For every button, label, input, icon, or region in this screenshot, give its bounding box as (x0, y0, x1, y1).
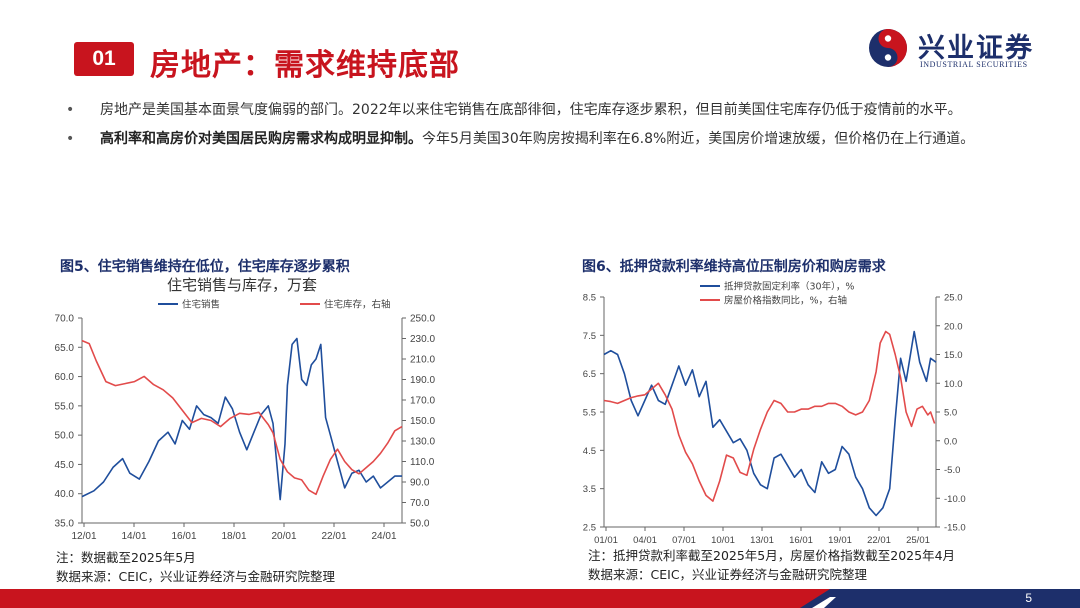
chart1-left-tick-label: 60.0 (55, 372, 75, 383)
chart2-x-tick-label: 07/01 (672, 535, 696, 546)
section-number-badge: 01 (74, 42, 134, 76)
chart2-right-tick-label: 20.0 (944, 321, 963, 332)
chart1-right-tick-label: 210.0 (410, 355, 435, 366)
chart1-x-tick-label: 22/01 (321, 531, 346, 542)
figure-6-note: 注：抵押贷款利率截至2025年5月，房屋价格指数截至2025年4月 数据来源：C… (588, 546, 955, 584)
chart1-right-tick-label: 250.0 (410, 314, 435, 325)
chart2-x-tick-label: 10/01 (711, 535, 735, 546)
chart1-right-tick-label: 50.0 (410, 519, 430, 530)
page-title: 房地产：需求维持底部 (150, 48, 460, 83)
bullet-text: 房地产是美国基本面景气度偏弱的部门。2022年以来住宅销售在底部徘徊，住宅库存逐… (100, 102, 962, 118)
chart1-left-tick-label: 40.0 (55, 489, 75, 500)
chart2-right-tick-label: -10.0 (944, 494, 966, 505)
bullet-text: 今年5月美国30年购房按揭利率在6.8%附近，美国房价增速放缓，但价格仍在上行通… (422, 131, 975, 147)
chart2-x-tick-label: 19/01 (828, 535, 852, 546)
chart2-right-tick-label: 15.0 (944, 350, 963, 361)
brand-logo-text: 兴业证券 (918, 33, 1034, 64)
brand-logo-subtext: INDUSTRIAL SECURITIES (920, 60, 1028, 69)
chart2-left-tick-label: 7.5 (583, 331, 596, 342)
chart1-right-tick-label: 190.0 (410, 375, 435, 386)
figure-5-caption: 图5、住宅销售维持在低位，住宅库存逐步累积 (60, 259, 350, 275)
chart1-right-tick-label: 150.0 (410, 416, 435, 427)
brand-logo-icon (869, 29, 907, 67)
chart2-right-tick-label: -15.0 (944, 523, 966, 534)
chart1-left-tick-label: 50.0 (55, 431, 75, 442)
chart1-left-tick-label: 65.0 (55, 343, 75, 354)
figure-5-note: 注：数据截至2025年5月 数据来源：CEIC，兴业证券经济与金融研究院整理 (56, 548, 335, 586)
chart2-x-tick-label: 25/01 (906, 535, 930, 546)
chart2-series-line-2 (603, 330, 936, 502)
chart2-right-tick-label: 10.0 (944, 379, 963, 390)
figure-6-note-text: 注：抵押贷款利率截至2025年5月，房屋价格指数截至2025年4月 (588, 548, 956, 563)
chart1-series-line-1 (81, 337, 402, 501)
chart1-x-tick-label: 24/01 (371, 531, 396, 542)
chart1-right-tick-label: 170.0 (410, 396, 435, 407)
bullet-item: 高利率和高房价对美国居民购房需求构成明显抑制。今年5月美国30年购房按揭利率在6… (66, 125, 996, 154)
chart2-x-tick-label: 16/01 (789, 535, 813, 546)
chart1-left-tick-label: 70.0 (55, 314, 75, 325)
bullet-list: 房地产是美国基本面景气度偏弱的部门。2022年以来住宅销售在底部徘徊，住宅库存逐… (66, 96, 996, 154)
chart1-right-tick-label: 110.0 (410, 457, 435, 468)
chart1-right-tick-label: 70.0 (410, 498, 430, 509)
page-number: 5 (1025, 591, 1032, 605)
chart1-right-tick-label: 230.0 (410, 334, 435, 345)
bullet-bold-text: 高利率和高房价对美国居民购房需求构成明显抑制。 (100, 131, 422, 147)
chart2-right-tick-label: 25.0 (944, 293, 963, 304)
chart1-x-tick-label: 18/01 (221, 531, 246, 542)
brand-logo: 兴业证券 INDUSTRIAL SECURITIES (868, 26, 1058, 72)
chart1-x-tick-label: 16/01 (171, 531, 196, 542)
figure-5-note-text: 注：数据截至2025年5月 (56, 550, 196, 565)
chart2-legend-label-2: 房屋价格指数同比，%，右轴 (724, 295, 847, 307)
bullet-item: 房地产是美国基本面景气度偏弱的部门。2022年以来住宅销售在底部徘徊，住宅库存逐… (66, 96, 996, 125)
chart2-x-tick-label: 22/01 (867, 535, 891, 546)
chart2-left-tick-label: 3.5 (583, 484, 596, 495)
chart2-legend-label-1: 抵押贷款固定利率（30年），% (724, 281, 854, 293)
chart1-left-tick-label: 55.0 (55, 401, 75, 412)
chart1-x-tick-label: 14/01 (121, 531, 146, 542)
chart1-series-line-2 (81, 339, 403, 496)
chart1-right-tick-label: 130.0 (410, 437, 435, 448)
chart2-left-tick-label: 8.5 (583, 293, 596, 304)
chart2-left-tick-label: 4.5 (583, 446, 596, 457)
chart2-right-tick-label: 0.0 (944, 436, 957, 447)
chart2-left-tick-label: 5.5 (583, 408, 596, 419)
figure-6-source: 数据来源：CEIC，兴业证券经济与金融研究院整理 (588, 567, 868, 582)
chart1-left-tick-label: 35.0 (55, 519, 75, 530)
figure-5-source: 数据来源：CEIC，兴业证券经济与金融研究院整理 (56, 569, 336, 584)
figure-6-caption: 图6、抵押贷款利率维持高位压制房价和购房需求 (582, 259, 886, 275)
chart2-left-tick-label: 2.5 (583, 523, 596, 534)
chart2-right-tick-label: -5.0 (944, 465, 960, 476)
chart1-legend-label-2: 住宅库存，右轴 (324, 299, 391, 311)
chart2-x-tick-label: 13/01 (750, 535, 774, 546)
chart1-x-tick-label: 12/01 (71, 531, 96, 542)
chart2-x-tick-label: 04/01 (633, 535, 657, 546)
chart2-left-tick-label: 6.5 (583, 369, 596, 380)
chart1-right-tick-label: 90.0 (410, 478, 430, 489)
chart2-series-line-1 (603, 330, 937, 517)
chart2-x-tick-label: 01/01 (594, 535, 618, 546)
chart1-title: 住宅销售与库存，万套 (167, 276, 317, 294)
footer-bar (0, 589, 1080, 608)
chart2-right-tick-label: 5.0 (944, 408, 957, 419)
chart1-legend-label-1: 住宅销售 (182, 299, 220, 311)
chart1-left-tick-label: 45.0 (55, 460, 75, 471)
chart1-x-tick-label: 20/01 (271, 531, 296, 542)
